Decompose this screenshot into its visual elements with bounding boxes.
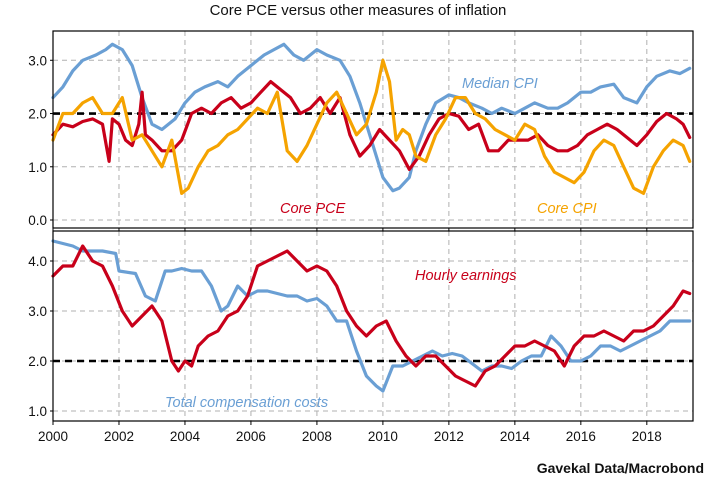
x-tick-label: 2000	[38, 429, 68, 444]
series-line-total-compensation-costs	[51, 239, 692, 393]
bottom-panel: 1.0 2.0 3.0 4.0 2000 2002 2004 2006 2008 2010 2012…	[28, 230, 694, 444]
x-tick-label: 2012	[434, 429, 464, 444]
x-tick-label: 2018	[632, 429, 662, 444]
chart-title: Core PCE versus other measures of inflat…	[209, 2, 507, 19]
y-tick-label: 2.0	[28, 107, 47, 122]
series-line-core-pce	[51, 80, 692, 171]
x-tick-label: 2006	[236, 429, 266, 444]
annotation-core-cpi: Core CPI	[537, 201, 597, 217]
annotation-core-pce: Core PCE	[280, 201, 346, 217]
y-tick-label: 1.0	[28, 160, 47, 175]
series-line-core-cpi	[51, 58, 692, 195]
annotation-hourly-earnings: Hourly earnings	[415, 268, 517, 284]
source-note: Gavekal Data/Macrobond	[536, 460, 704, 476]
y-tick-label: 0.0	[28, 213, 47, 228]
y-tick-label: 1.0	[28, 404, 47, 419]
annotation-total-compensation-costs: Total compensation costs	[165, 395, 328, 411]
x-tick-label: 2002	[104, 429, 134, 444]
y-tick-label: 2.0	[28, 354, 47, 369]
plot-frame	[52, 30, 694, 229]
series-line-median-cpi	[51, 42, 692, 193]
x-tick-label: 2004	[170, 429, 201, 444]
x-tick-label: 2010	[368, 429, 398, 444]
y-tick-label: 4.0	[28, 254, 47, 269]
top-panel: 0.0 1.0 2.0 3.0 Median CPI Core PCE Core CPI	[28, 30, 694, 232]
x-tick-label: 2014	[500, 429, 531, 444]
annotation-median-cpi: Median CPI	[462, 76, 538, 92]
series-line-hourly-earnings	[51, 244, 692, 388]
y-tick-label: 3.0	[28, 304, 47, 319]
plot-frame	[52, 230, 694, 422]
y-tick-label: 3.0	[28, 53, 47, 68]
x-tick-label: 2016	[566, 429, 596, 444]
x-tick-label: 2008	[302, 429, 332, 444]
